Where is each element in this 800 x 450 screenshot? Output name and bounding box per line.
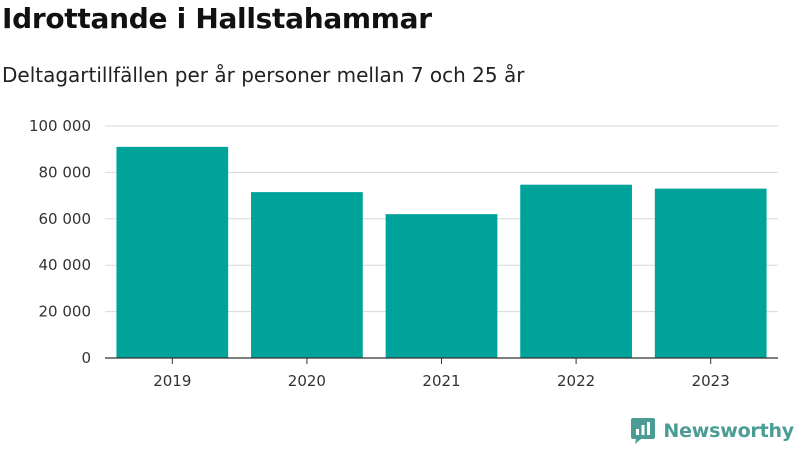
y-axis-ticks: 0 20 000 40 000 60 000 80 000 100 000	[29, 117, 91, 367]
y-tick-label: 40 000	[39, 256, 92, 274]
brand-logo: Newsworthy	[630, 417, 794, 445]
bar-2023	[654, 188, 767, 358]
chart-subtitle: Deltagartillfällen per år personer mella…	[2, 63, 525, 87]
bars	[116, 146, 767, 358]
bar-2020	[251, 192, 363, 358]
y-tick-label: 60 000	[39, 210, 92, 228]
y-tick-label: 100 000	[29, 117, 91, 135]
x-tick-label: 2019	[153, 372, 191, 390]
newsworthy-logo-icon	[631, 418, 656, 444]
x-tick-label: 2021	[422, 372, 460, 390]
chart-title: Idrottande i Hallstahammar	[2, 2, 432, 35]
y-tick-label: 80 000	[39, 163, 92, 181]
x-axis-ticks: 2019 2020 2021 2022 2023	[153, 358, 730, 390]
bar-2019	[116, 146, 229, 358]
y-tick-label: 20 000	[39, 303, 92, 321]
bar-2022	[520, 184, 632, 358]
x-tick-label: 2022	[557, 372, 595, 390]
y-tick-label: 0	[81, 349, 91, 367]
x-tick-label: 2020	[288, 372, 326, 390]
brand-name: Newsworthy	[663, 420, 794, 442]
x-tick-label: 2023	[692, 372, 730, 390]
bar-2021	[385, 214, 498, 358]
